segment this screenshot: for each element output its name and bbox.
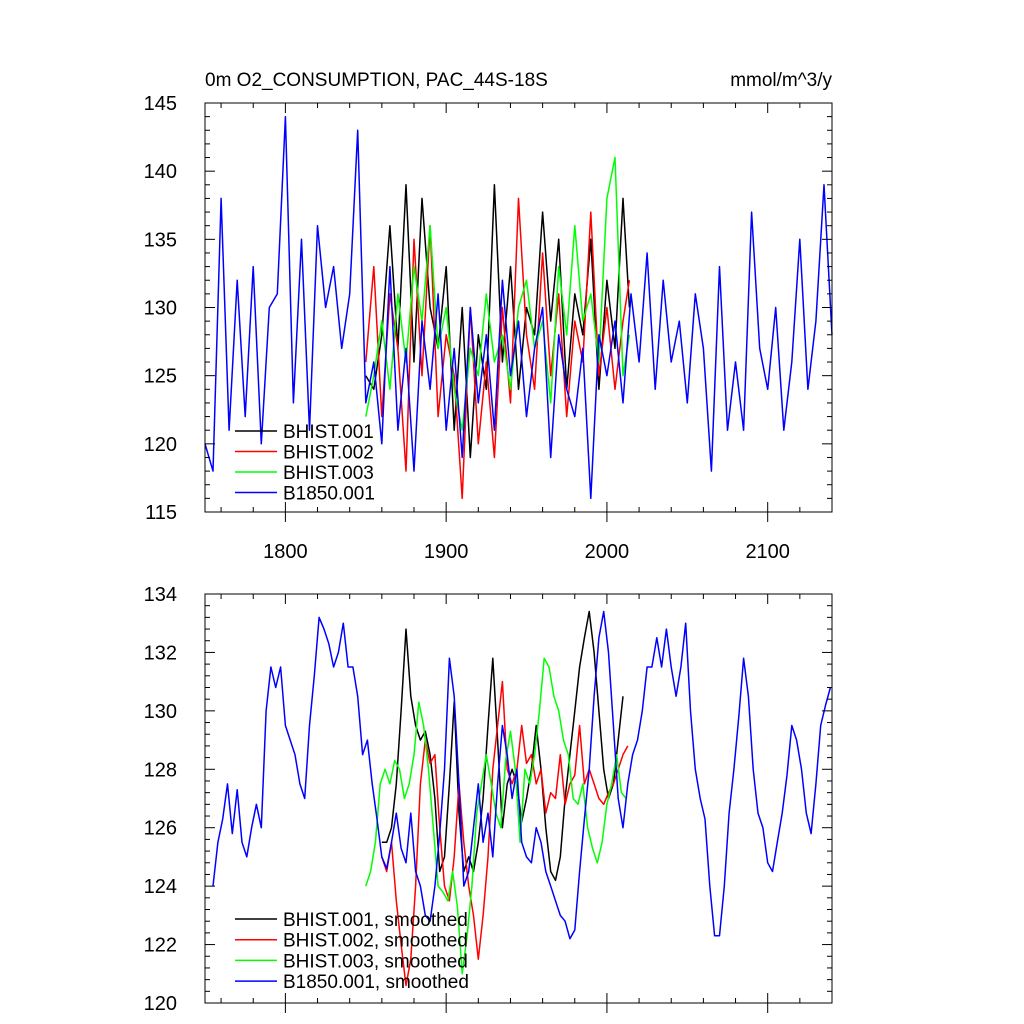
top-y-tick-label: 115 — [145, 502, 177, 524]
top-legend-label-1: BHIST.001 — [283, 422, 374, 443]
bottom-y-tick-label: 130 — [144, 701, 177, 723]
bottom-y-tick-label: 126 — [144, 818, 177, 840]
bottom-y-tick-label: 132 — [144, 642, 177, 664]
bottom-y-tick-label: 134 — [144, 584, 177, 606]
bottom-y-tick-label: 128 — [144, 759, 177, 781]
bottom-series-line-1 — [381, 610, 624, 882]
bottom-series-line-4 — [212, 610, 832, 940]
top-plot-area: 115 120 125 130 135 140 145 1800 1900 2000 2100 — [144, 93, 833, 563]
bottom-legend-label-1: BHIST.001, smoothed — [283, 910, 468, 931]
top-y-tick-label: 145 — [144, 93, 177, 115]
top-y-tick-label: 125 — [144, 366, 177, 388]
bottom-y-tick-label: 122 — [144, 935, 177, 957]
top-y-tick-label: 130 — [144, 298, 177, 320]
top-x-tick-label: 2000 — [585, 541, 630, 563]
top-chart-title: 0m O2_CONSUMPTION, PAC_44S-18S — [205, 70, 548, 91]
top-y-tick-label: 140 — [144, 161, 177, 183]
top-legend-label-2: BHIST.002 — [283, 443, 374, 464]
bottom-legend-label-2: BHIST.002, smoothed — [283, 931, 468, 952]
top-series-line-2 — [365, 197, 631, 500]
bottom-axes-frame — [204, 593, 833, 1004]
bottom-legend-label-4: B1850.001, smoothed — [283, 972, 469, 993]
top-panel: 0m O2_CONSUMPTION, PAC_44S-18S mmol/m^3/… — [144, 70, 833, 563]
top-x-tick-label: 1800 — [263, 541, 308, 563]
top-legend-label-3: BHIST.003 — [283, 463, 374, 484]
top-x-tick-label: 2100 — [745, 541, 790, 563]
top-series-line-4 — [204, 115, 833, 500]
bottom-panel: 120 122 124 126 128 130 132 134 BHIST.001, smoo… — [144, 584, 833, 1015]
bottom-y-tick-label: 124 — [144, 876, 177, 898]
top-y-tick-label: 135 — [144, 229, 177, 251]
top-y-tick-label: 120 — [144, 434, 177, 456]
bottom-y-tick-label: 120 — [144, 993, 177, 1015]
top-legend-label-4: B1850.001 — [283, 484, 375, 505]
bottom-series-line-2 — [381, 680, 629, 987]
bottom-plot-area: 120 122 124 126 128 130 132 134 — [144, 584, 833, 1015]
top-x-tick-label: 1900 — [424, 541, 469, 563]
bottom-legend-label-3: BHIST.003, smoothed — [283, 951, 468, 972]
top-chart-units-label: mmol/m^3/y — [730, 70, 832, 91]
